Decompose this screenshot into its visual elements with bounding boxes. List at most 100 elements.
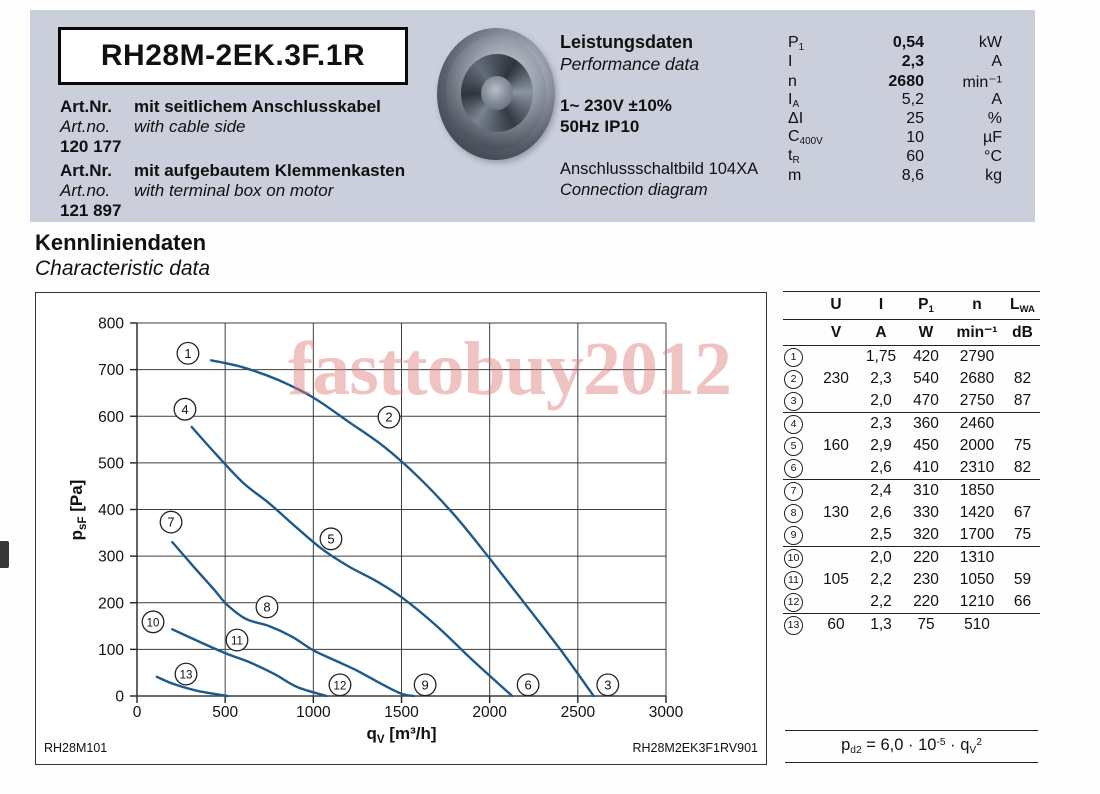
svg-text:4: 4: [181, 402, 188, 417]
scan-artifact: [0, 541, 9, 568]
frequency-ip-rating: 50Hz IP10: [560, 117, 640, 136]
col-header-p1: P1: [918, 296, 934, 315]
table-row: 4 2,3 360 2460: [783, 413, 1040, 435]
spec-symbol: ΔI: [788, 110, 804, 127]
svg-text:12: 12: [334, 680, 347, 692]
table-row: 5 160 2,9 450 2000 75: [783, 435, 1040, 457]
table-cell-i: 2,3: [870, 415, 892, 432]
point-number-badge: 2: [784, 369, 803, 389]
y-tick-label: 300: [98, 549, 124, 566]
table-cell-rpm: 2680: [959, 370, 995, 387]
section-title-de: Kennliniendaten: [35, 230, 207, 255]
spec-symbol: n: [788, 72, 797, 90]
table-cell-i: 1,75: [865, 348, 897, 365]
table-cell-i: 2,2: [870, 593, 892, 610]
curve-points-1-2-3: [209, 359, 595, 698]
table-cell-u: 105: [823, 571, 849, 588]
pd2-formula: pd2 = 6,0 · 10-5 · qV2: [785, 730, 1038, 763]
table-cell-rpm: 1700: [959, 526, 995, 543]
spec-value: 2,3: [901, 53, 924, 71]
y-tick-label: 200: [98, 595, 124, 612]
curve-points-7-8-9: [171, 540, 415, 698]
article-number: 121 897: [60, 201, 122, 220]
art-nr-desc-de: mit seitlichem Anschlusskabel: [134, 97, 381, 116]
table-cell-u: 130: [823, 504, 849, 521]
spec-unit: min⁻¹: [962, 73, 1002, 91]
spec-row: n 2680 min⁻¹: [788, 72, 1002, 91]
table-cell-i: 2,6: [870, 459, 892, 476]
curve-point-label: 7: [159, 510, 183, 534]
point-number-badge: 8: [784, 503, 803, 523]
spec-unit: µF: [983, 128, 1002, 146]
y-tick-label: 0: [115, 689, 124, 706]
y-tick-label: 400: [98, 502, 124, 519]
point-number-badge: 5: [784, 436, 803, 456]
svg-text:11: 11: [231, 636, 243, 648]
svg-text:13: 13: [180, 670, 193, 682]
table-cell-p: 220: [913, 549, 939, 566]
unit-w: W: [918, 323, 934, 341]
table-cell-rpm: 510: [964, 616, 990, 633]
spec-symbol: I: [788, 53, 793, 71]
table-cell-u: 60: [827, 616, 845, 633]
spec-value: 10: [906, 128, 924, 146]
spec-value: 0,54: [892, 34, 924, 52]
table-cell-i: 2,5: [870, 526, 892, 543]
table-cell-lwa: 67: [1013, 504, 1032, 521]
unit-a: A: [875, 323, 887, 341]
table-cell-lwa: 87: [1013, 392, 1032, 409]
spec-unit: %: [987, 110, 1002, 127]
table-cell-rpm: 1210: [959, 593, 995, 610]
x-tick-label: 2500: [561, 704, 596, 721]
table-row: 7 2,4 310 1850: [783, 480, 1040, 502]
spec-row: C400V 10 µF: [788, 128, 1002, 147]
perf-title-de: Leistungsdaten: [560, 32, 694, 52]
table-cell-i: 2,9: [870, 437, 892, 454]
svg-text:5: 5: [327, 531, 334, 546]
table-cell-u: 160: [823, 437, 849, 454]
section-title-en: Characteristic data: [35, 257, 211, 280]
art-nr-label-en: Art.no.: [60, 181, 111, 200]
svg-text:9: 9: [422, 677, 429, 692]
curve-point-label: 1: [176, 341, 200, 365]
perf-title-en: Performance data: [560, 54, 700, 74]
table-cell-i: 1,3: [870, 616, 892, 633]
spec-symbol: P1: [788, 34, 805, 53]
x-tick-label: 1500: [384, 704, 419, 721]
table-cell-u: 230: [823, 370, 849, 387]
table-cell-i: 2,4: [870, 482, 892, 499]
chart-footer-right: RH28M2EK3F1RV901: [632, 741, 758, 755]
curve-points-10-11-12: [171, 628, 328, 698]
spec-symbol: m: [788, 166, 802, 184]
spec-value: 8,6: [901, 166, 924, 184]
col-header-n: n: [972, 296, 982, 314]
model-number: RH28M-2EK.3F.1R: [100, 39, 366, 72]
spec-row: I 2,3 A: [788, 53, 1002, 72]
x-tick-label: 3000: [649, 704, 684, 721]
characteristic-table-body: 1 1,75 420 2790 2 230 2,3 540 2680 82 3 2,0 470 2750 8…: [783, 346, 1040, 636]
col-header-i: I: [878, 296, 884, 314]
y-tick-label: 500: [98, 455, 124, 472]
point-number-badge: 13: [784, 615, 803, 635]
spec-symbol: C400V: [788, 128, 823, 148]
table-cell-lwa: 59: [1013, 571, 1032, 588]
point-number-badge: 4: [784, 414, 803, 434]
curve-point-label: 2: [377, 405, 401, 429]
fan-product-image: [437, 28, 559, 166]
table-cell-p: 220: [913, 593, 939, 610]
spec-value: 60: [906, 147, 924, 165]
table-cell-p: 310: [913, 482, 939, 499]
connection-diagram-en: Connection diagram: [560, 181, 708, 199]
table-cell-i: 2,3: [870, 370, 892, 387]
table-cell-p: 230: [913, 571, 939, 588]
chart-grid: [130, 322, 667, 703]
curve-point-label: 11: [225, 628, 249, 652]
y-tick-label: 700: [98, 362, 124, 379]
curve-point-label: 9: [413, 673, 437, 697]
connection-diagram-de: Anschlussschaltbild 104XA: [560, 160, 759, 178]
table-cell-p: 410: [913, 459, 939, 476]
table-unit-header: V A W min⁻¹ dB: [783, 320, 1040, 346]
table-cell-lwa: 82: [1013, 459, 1032, 476]
chart-svg: 0 500 1000 1500 2000 2500 3000 0 100 200 300 400 500…: [44, 316, 758, 756]
fan-motor-hub: [481, 76, 513, 110]
